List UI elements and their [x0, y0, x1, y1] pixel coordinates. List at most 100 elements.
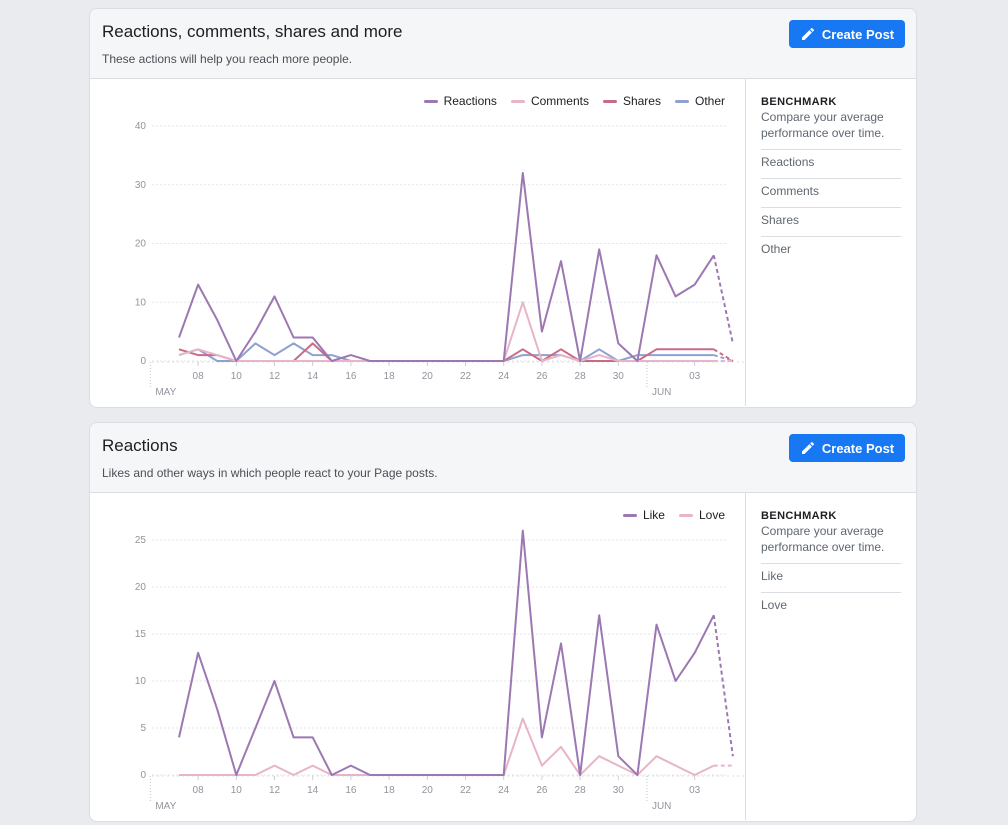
benchmark-item-comments[interactable]: Comments — [761, 178, 901, 207]
create-post-button[interactable]: Create Post — [789, 20, 905, 48]
legend-swatch — [510, 99, 525, 103]
reactions-card: Reactions Likes and other ways in which … — [89, 422, 917, 822]
legend-item-love[interactable]: Love — [678, 508, 725, 522]
x-tick-label: 16 — [345, 371, 357, 382]
card-title: Reactions, comments, shares and more — [102, 22, 403, 41]
benchmark-description: Compare your average performance over ti… — [761, 524, 885, 554]
y-tick-label: 15 — [135, 629, 147, 640]
month-label: JUN — [652, 801, 671, 812]
benchmark-title: BENCHMARK — [761, 96, 837, 108]
create-post-button[interactable]: Create Post — [789, 434, 905, 462]
legend-label: Comments — [530, 94, 589, 108]
month-label: JUN — [652, 387, 671, 398]
x-tick-label: 26 — [536, 371, 548, 382]
legend-item-reactions[interactable]: Reactions — [423, 94, 497, 108]
benchmark-list: Reactions Comments Shares Other — [761, 149, 901, 265]
series-line — [178, 529, 715, 776]
x-tick-label: 10 — [231, 371, 243, 382]
x-tick-label: 20 — [422, 371, 434, 382]
y-tick-label: 25 — [135, 535, 147, 546]
legend-swatch — [678, 513, 693, 517]
x-tick-label: 26 — [536, 785, 548, 796]
series-line — [178, 301, 714, 362]
series-line-projection — [712, 615, 734, 757]
benchmark-item-other[interactable]: Other — [761, 236, 901, 265]
y-tick-label: 10 — [135, 297, 147, 308]
x-tick-label: 08 — [193, 371, 205, 382]
line-plot: 0 5 10 15 20 25 08 10 12 14 16 18 20 22 24 26 28 30 03 MAY J… — [135, 529, 745, 812]
card-subtitle: These actions will help you reach more p… — [102, 52, 353, 66]
y-tick-label: 40 — [135, 121, 147, 132]
create-post-label: Create Post — [821, 26, 895, 42]
legend-label: Other — [694, 94, 725, 108]
legend-item-like[interactable]: Like — [622, 508, 665, 522]
x-tick-label: 30 — [613, 371, 625, 382]
y-tick-label: 20 — [135, 239, 147, 250]
x-tick-label: 03 — [689, 371, 701, 382]
benchmark-panel: BENCHMARK Compare your average performan… — [745, 79, 916, 406]
month-label: MAY — [155, 801, 176, 812]
x-tick-label: 12 — [269, 785, 281, 796]
x-tick-label: 03 — [689, 785, 701, 796]
card-subtitle: Likes and other ways in which people rea… — [102, 466, 438, 480]
y-tick-label: 0 — [140, 356, 146, 367]
legend-swatch — [674, 99, 689, 103]
x-tick-label: 28 — [575, 371, 587, 382]
benchmark-item-reactions[interactable]: Reactions — [761, 149, 901, 178]
legend-item-other[interactable]: Other — [674, 94, 725, 108]
legend-swatch — [423, 99, 438, 103]
series-line-projection — [713, 348, 734, 362]
y-tick-label: 10 — [135, 676, 147, 687]
x-tick-label: 20 — [422, 785, 434, 796]
x-tick-label: 14 — [307, 785, 319, 796]
line-plot: 0 10 20 30 40 08 10 12 14 16 18 20 22 24 26 28 30 03 MAY JU… — [135, 121, 745, 398]
engagement-card: Reactions, comments, shares and more The… — [89, 8, 917, 408]
legend-label: Reactions — [443, 94, 497, 108]
card-header: Reactions Likes and other ways in which … — [90, 423, 916, 493]
x-tick-label: 16 — [345, 785, 357, 796]
month-label: MAY — [155, 387, 176, 398]
x-tick-label: 10 — [231, 785, 243, 796]
legend-swatch — [622, 513, 637, 517]
chart-legend: Reactions Comments Shares Other — [423, 94, 725, 108]
card-body: Like Love 0 5 10 15 20 25 08 10 12 14 16 18 20 22 24 26… — [90, 493, 916, 820]
legend-item-shares[interactable]: Shares — [602, 94, 661, 108]
benchmark-panel: BENCHMARK Compare your average performan… — [745, 493, 916, 820]
legend-swatch — [602, 99, 617, 103]
card-header: Reactions, comments, shares and more The… — [90, 9, 916, 79]
y-tick-label: 0 — [140, 770, 146, 781]
benchmark-list: Like Love — [761, 563, 901, 621]
x-tick-label: 28 — [575, 785, 587, 796]
x-tick-label: 22 — [460, 371, 472, 382]
engagement-chart: Reactions Comments Shares Other 0 10 20 30 4… — [90, 79, 745, 406]
y-tick-label: 20 — [135, 582, 147, 593]
card-body: Reactions Comments Shares Other 0 10 20 30 4… — [90, 79, 916, 406]
series-line — [178, 172, 715, 362]
card-title: Reactions — [102, 436, 178, 455]
benchmark-title: BENCHMARK — [761, 510, 837, 522]
x-tick-label: 24 — [498, 785, 510, 796]
legend-label: Love — [698, 508, 725, 522]
x-tick-label: 12 — [269, 371, 281, 382]
pencil-icon — [801, 441, 814, 454]
x-tick-label: 14 — [307, 371, 319, 382]
reactions-chart: Like Love 0 5 10 15 20 25 08 10 12 14 16 18 20 22 24 26… — [90, 493, 745, 820]
benchmark-item-like[interactable]: Like — [761, 563, 901, 592]
x-tick-label: 22 — [460, 785, 472, 796]
benchmark-item-shares[interactable]: Shares — [761, 207, 901, 236]
legend-label: Like — [642, 508, 665, 522]
series-line-projection — [712, 255, 734, 344]
x-tick-label: 18 — [384, 371, 396, 382]
x-tick-label: 24 — [498, 371, 510, 382]
benchmark-description: Compare your average performance over ti… — [761, 110, 885, 140]
benchmark-item-love[interactable]: Love — [761, 592, 901, 621]
x-tick-label: 30 — [613, 785, 625, 796]
create-post-label: Create Post — [821, 440, 895, 456]
legend-item-comments[interactable]: Comments — [510, 94, 589, 108]
y-tick-label: 5 — [140, 723, 146, 734]
legend-label: Shares — [622, 94, 661, 108]
pencil-icon — [801, 27, 814, 40]
y-tick-label: 30 — [135, 180, 147, 191]
x-tick-label: 08 — [193, 785, 205, 796]
chart-legend: Like Love — [622, 508, 725, 522]
